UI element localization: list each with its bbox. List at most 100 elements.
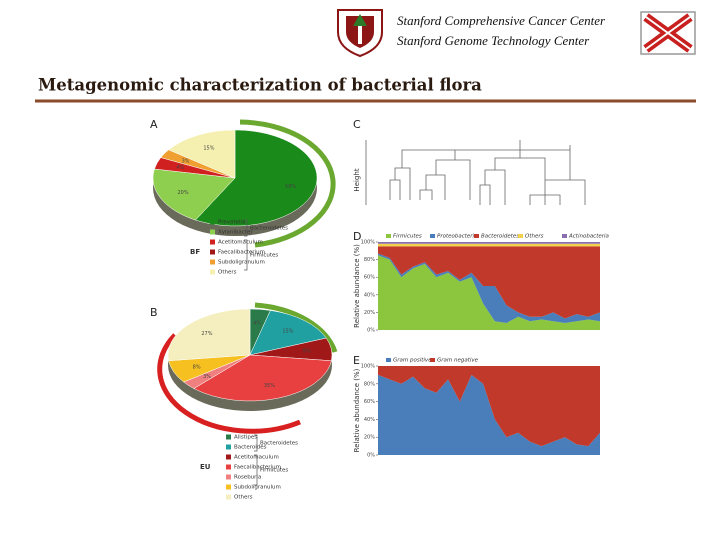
slice-label: 58%	[285, 184, 296, 190]
group-arc	[239, 119, 336, 248]
slice-label: 3%	[182, 158, 190, 164]
legend-group: Firmicutes	[250, 253, 278, 259]
header-line: Stanford Comprehensive Cancer Center	[397, 13, 606, 28]
legend-label: Faecalibacterium	[234, 465, 281, 471]
legend-swatch	[210, 259, 215, 265]
legend-label: Bacteroides	[234, 445, 267, 451]
y-tick-label: 60%	[364, 399, 375, 405]
axis-title: Relative abundance (%)	[353, 368, 361, 452]
legend-swatch	[518, 234, 523, 238]
legend-swatch	[226, 454, 231, 460]
legend-label: Others	[234, 495, 253, 501]
legend-swatch	[226, 474, 231, 480]
legend-label: Subdoligranulum	[234, 485, 281, 491]
legend-group: Bacteroidetes	[250, 226, 288, 232]
legend-group: Firmicutes	[260, 468, 288, 474]
y-tick-label: 80%	[364, 257, 375, 263]
y-tick-label: 20%	[364, 310, 375, 316]
y-tick-label: 80%	[364, 381, 375, 387]
slice-label: 8%	[303, 348, 311, 354]
legend-brace	[244, 239, 248, 271]
legend-label: Acetitomaculum	[218, 240, 263, 246]
legend-swatch	[210, 269, 215, 275]
pie-slice	[193, 354, 332, 402]
legend-label: Firmicutes	[393, 234, 422, 240]
dendrogram	[365, 140, 586, 205]
legend-swatch	[430, 358, 435, 362]
group-label: EU	[200, 463, 211, 471]
panel-label: D	[353, 230, 361, 243]
pie-slice	[168, 129, 236, 179]
legend-brace	[254, 434, 258, 452]
slice-label: 15%	[282, 328, 293, 334]
legend-swatch	[226, 464, 231, 470]
legend-label: Acetitomaculum	[234, 455, 279, 461]
legend-brace	[254, 454, 258, 486]
legend-label: Alistipes	[234, 435, 257, 441]
y-tick-label: 60%	[364, 275, 375, 281]
stacked-area	[378, 242, 600, 244]
slice-label: 15%	[203, 146, 214, 152]
legend-label: Subdoligranulum	[218, 260, 265, 266]
slice-label: 27%	[201, 331, 212, 337]
y-tick-label: 0%	[367, 453, 375, 459]
panel-label: E	[353, 354, 360, 367]
legend-swatch	[226, 484, 231, 490]
legend-brace	[244, 219, 248, 237]
legend-label: Faecalibacterium	[218, 250, 265, 256]
group-label: BF	[190, 248, 200, 256]
legend-swatch	[386, 358, 391, 362]
slice-label: 8%	[193, 364, 201, 370]
legend-label: Prevotella	[218, 220, 245, 226]
group-arc	[254, 302, 338, 353]
group-arc	[157, 333, 301, 434]
legend-label: Bacteroidetes	[481, 234, 519, 240]
pie-slice	[195, 129, 318, 227]
slice-label: 4%	[253, 321, 261, 327]
legend-swatch	[430, 234, 435, 238]
legend-label: Others	[218, 270, 237, 276]
axis-title: Height	[353, 168, 361, 191]
legend-swatch	[226, 494, 231, 500]
panel-label: C	[353, 118, 361, 131]
axis-title: Relative abundance (%)	[353, 244, 361, 328]
stanford-logo	[337, 9, 383, 58]
legend-swatch	[210, 249, 215, 255]
legend-label: Xylanibacter	[218, 230, 253, 236]
pie-slice	[167, 308, 251, 362]
legend-label: Roseburia	[234, 475, 261, 481]
slide-title: Metagenomic characterization of bacteria…	[38, 76, 482, 95]
stacked-area	[378, 243, 600, 247]
stacked-area	[378, 246, 600, 319]
legend-label: Actinobacteria	[568, 234, 610, 240]
legend-swatch	[562, 234, 567, 238]
slice-label: 20%	[178, 190, 189, 196]
y-tick-label: 0%	[367, 328, 375, 334]
legend-label: Gram positive	[393, 358, 432, 364]
legend-swatch	[226, 444, 231, 450]
stacked-area	[378, 366, 600, 447]
pie-slice	[152, 168, 236, 221]
slice-label: 3%	[203, 374, 211, 380]
stacked-area	[378, 255, 600, 330]
y-tick-label: 40%	[364, 417, 375, 423]
slice-label: 4%	[176, 165, 184, 171]
legend-label: Proteobacteria	[437, 234, 478, 240]
stacked-area	[378, 253, 600, 323]
legend-label: Gram negative	[437, 358, 479, 364]
slice-label: 35%	[264, 383, 275, 389]
legend-group: Bacteroidetes	[260, 441, 298, 447]
legend-swatch	[386, 234, 391, 238]
stacked-area	[378, 374, 600, 455]
legend-swatch	[210, 219, 215, 225]
legend-swatch	[210, 229, 215, 235]
header-line: Stanford Genome Technology Center	[397, 33, 590, 48]
legend-swatch	[474, 234, 479, 238]
legend-swatch	[226, 434, 231, 440]
panel-label: A	[150, 118, 158, 131]
y-tick-label: 100%	[361, 364, 376, 370]
y-tick-label: 100%	[361, 240, 376, 246]
genome-center-logo	[640, 11, 696, 55]
